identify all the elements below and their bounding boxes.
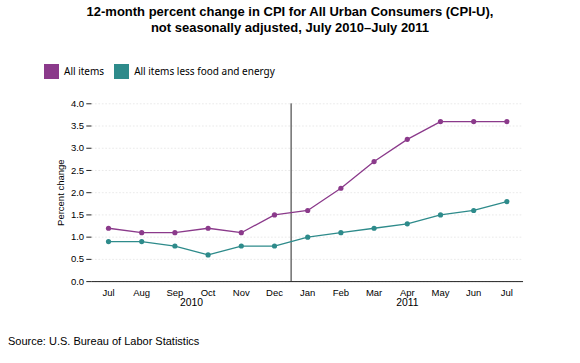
svg-text:Aug: Aug xyxy=(133,287,150,298)
svg-text:4.0: 4.0 xyxy=(71,97,84,108)
svg-text:0.5: 0.5 xyxy=(71,253,84,264)
svg-text:Jul: Jul xyxy=(501,287,513,298)
svg-text:Nov: Nov xyxy=(233,287,250,298)
svg-text:Feb: Feb xyxy=(333,287,349,298)
svg-text:Jan: Jan xyxy=(300,287,315,298)
html-text:All items less food and energy: All items less food and energy xyxy=(134,64,275,78)
svg-text:Jun: Jun xyxy=(466,287,481,298)
svg-text:Mar: Mar xyxy=(366,287,382,298)
svg-text:May: May xyxy=(432,287,450,298)
svg-text:3.0: 3.0 xyxy=(71,142,84,153)
html-text:12-month percent change in CPI: 12-month percent change in CPI for All U… xyxy=(86,4,494,19)
svg-text:Apr: Apr xyxy=(399,286,415,298)
svg-text:Percent change: Percent change xyxy=(55,159,66,225)
svg-text:1.5: 1.5 xyxy=(71,208,84,219)
svg-text:3.5: 3.5 xyxy=(71,120,84,131)
html-text:not seasonally adjusted, July: not seasonally adjusted, July 2010–July … xyxy=(150,20,430,36)
svg-text:1.0: 1.0 xyxy=(71,231,84,242)
svg-text:Jul: Jul xyxy=(102,287,114,298)
svg-text:Oct: Oct xyxy=(200,286,216,298)
svg-text:0.0: 0.0 xyxy=(71,275,84,286)
html-text:All items: All items xyxy=(64,64,105,78)
svg-text:2010: 2010 xyxy=(180,297,203,308)
svg-text:Sep: Sep xyxy=(166,286,184,298)
svg-text:2.5: 2.5 xyxy=(71,164,84,175)
svg-text:Dec: Dec xyxy=(266,287,283,298)
svg-text:2.0: 2.0 xyxy=(71,186,84,197)
html-text:Source: U.S. Bureau of Labor S: Source: U.S. Bureau of Labor Statistics xyxy=(8,334,200,347)
svg-text:2011: 2011 xyxy=(396,297,418,308)
